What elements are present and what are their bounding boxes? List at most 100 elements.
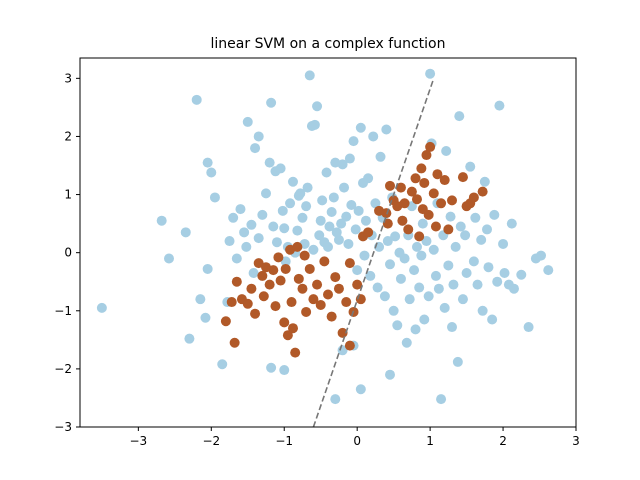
data-point-class-1 bbox=[273, 252, 284, 263]
data-point-class-0 bbox=[266, 362, 277, 373]
data-point-class-0 bbox=[499, 268, 510, 279]
data-point-class-0 bbox=[301, 201, 312, 212]
data-point-class-0 bbox=[430, 270, 441, 281]
data-point-class-0 bbox=[487, 314, 498, 325]
data-point-class-0 bbox=[309, 119, 320, 130]
data-point-class-0 bbox=[363, 173, 374, 184]
data-point-class-0 bbox=[331, 227, 342, 238]
data-point-class-0 bbox=[368, 131, 379, 142]
data-point-class-1 bbox=[308, 294, 319, 305]
data-point-class-0 bbox=[450, 241, 461, 252]
data-point-class-0 bbox=[200, 312, 211, 323]
data-point-class-0 bbox=[523, 322, 534, 333]
data-point-class-1 bbox=[403, 224, 414, 235]
data-point-class-0 bbox=[455, 221, 466, 232]
data-point-class-0 bbox=[433, 283, 444, 294]
data-point-class-0 bbox=[253, 131, 264, 142]
data-point-class-0 bbox=[353, 205, 364, 216]
data-point-class-0 bbox=[411, 241, 422, 252]
data-point-class-0 bbox=[543, 265, 554, 276]
data-point-class-0 bbox=[465, 161, 476, 172]
data-point-class-0 bbox=[454, 111, 465, 122]
data-point-class-1 bbox=[385, 180, 395, 191]
data-point-class-0 bbox=[224, 236, 235, 247]
data-point-class-1 bbox=[432, 169, 443, 180]
data-point-class-1 bbox=[363, 227, 374, 238]
data-point-class-0 bbox=[156, 215, 167, 226]
data-point-class-1 bbox=[439, 175, 450, 186]
data-point-class-0 bbox=[315, 215, 326, 226]
data-point-class-0 bbox=[253, 233, 264, 244]
data-point-class-1 bbox=[319, 256, 330, 267]
y-tick-label: 3 bbox=[64, 71, 72, 85]
data-point-class-1 bbox=[250, 308, 261, 319]
chart-title: linear SVM on a complex function bbox=[211, 36, 446, 52]
data-points-layer bbox=[96, 68, 554, 405]
data-point-class-1 bbox=[410, 173, 421, 184]
y-tick-label: −1 bbox=[54, 304, 72, 318]
data-point-class-0 bbox=[209, 192, 220, 203]
data-point-class-0 bbox=[441, 145, 452, 156]
data-point-class-0 bbox=[333, 234, 344, 245]
data-point-class-1 bbox=[477, 186, 488, 197]
data-point-class-1 bbox=[279, 317, 290, 328]
data-point-class-1 bbox=[326, 311, 337, 322]
data-point-class-0 bbox=[241, 241, 252, 252]
data-point-class-0 bbox=[483, 262, 494, 273]
data-point-class-0 bbox=[409, 265, 420, 276]
data-point-class-0 bbox=[302, 182, 313, 193]
data-point-class-1 bbox=[280, 263, 291, 274]
data-point-class-0 bbox=[498, 238, 509, 249]
decision-boundary-line bbox=[312, 78, 435, 427]
x-tick-label: 1 bbox=[426, 434, 434, 448]
data-point-class-1 bbox=[231, 276, 242, 287]
data-point-class-0 bbox=[352, 265, 363, 276]
data-point-class-0 bbox=[292, 225, 303, 236]
x-tick-label: −1 bbox=[275, 434, 293, 448]
data-point-class-0 bbox=[410, 324, 421, 335]
data-point-class-0 bbox=[439, 302, 450, 313]
data-point-class-1 bbox=[315, 299, 326, 310]
data-point-class-0 bbox=[447, 322, 457, 333]
data-point-class-0 bbox=[390, 231, 401, 242]
data-point-class-1 bbox=[268, 265, 279, 276]
y-tick-label: −2 bbox=[54, 362, 72, 376]
data-point-class-0 bbox=[235, 204, 246, 215]
data-point-class-0 bbox=[246, 219, 257, 230]
data-point-class-0 bbox=[321, 167, 332, 178]
axes-layer: −3 −2 −1 0 1 2 3 −3 −2 −1 0 1 2 3 bbox=[54, 57, 580, 448]
data-point-class-0 bbox=[191, 94, 202, 105]
data-point-class-0 bbox=[326, 206, 337, 217]
y-tick-label: −3 bbox=[54, 420, 72, 434]
data-point-class-1 bbox=[286, 297, 297, 308]
data-point-class-1 bbox=[430, 221, 441, 232]
data-point-class-0 bbox=[509, 283, 519, 294]
x-tick-label: 3 bbox=[572, 434, 580, 448]
data-point-class-1 bbox=[312, 279, 323, 290]
data-point-class-0 bbox=[476, 234, 487, 245]
y-tick-label: 2 bbox=[64, 129, 72, 143]
data-point-class-1 bbox=[297, 283, 308, 294]
data-point-class-0 bbox=[372, 282, 383, 293]
data-point-class-0 bbox=[337, 159, 348, 170]
data-point-class-0 bbox=[365, 270, 376, 281]
data-point-class-0 bbox=[348, 136, 359, 147]
data-point-class-0 bbox=[375, 151, 386, 162]
data-point-class-0 bbox=[217, 359, 228, 370]
data-point-class-0 bbox=[472, 279, 483, 290]
data-point-class-0 bbox=[461, 268, 472, 279]
data-point-class-1 bbox=[443, 224, 454, 235]
data-point-class-0 bbox=[404, 294, 415, 305]
data-point-class-1 bbox=[425, 141, 436, 152]
data-point-class-0 bbox=[206, 167, 217, 178]
data-point-class-0 bbox=[257, 209, 268, 220]
data-point-class-0 bbox=[494, 100, 505, 111]
data-point-class-1 bbox=[436, 198, 447, 209]
data-point-class-0 bbox=[482, 224, 493, 235]
data-point-class-0 bbox=[379, 291, 390, 302]
data-point-class-0 bbox=[436, 394, 447, 405]
data-point-class-1 bbox=[333, 283, 344, 294]
data-point-class-0 bbox=[317, 195, 328, 206]
data-point-class-1 bbox=[399, 198, 410, 209]
